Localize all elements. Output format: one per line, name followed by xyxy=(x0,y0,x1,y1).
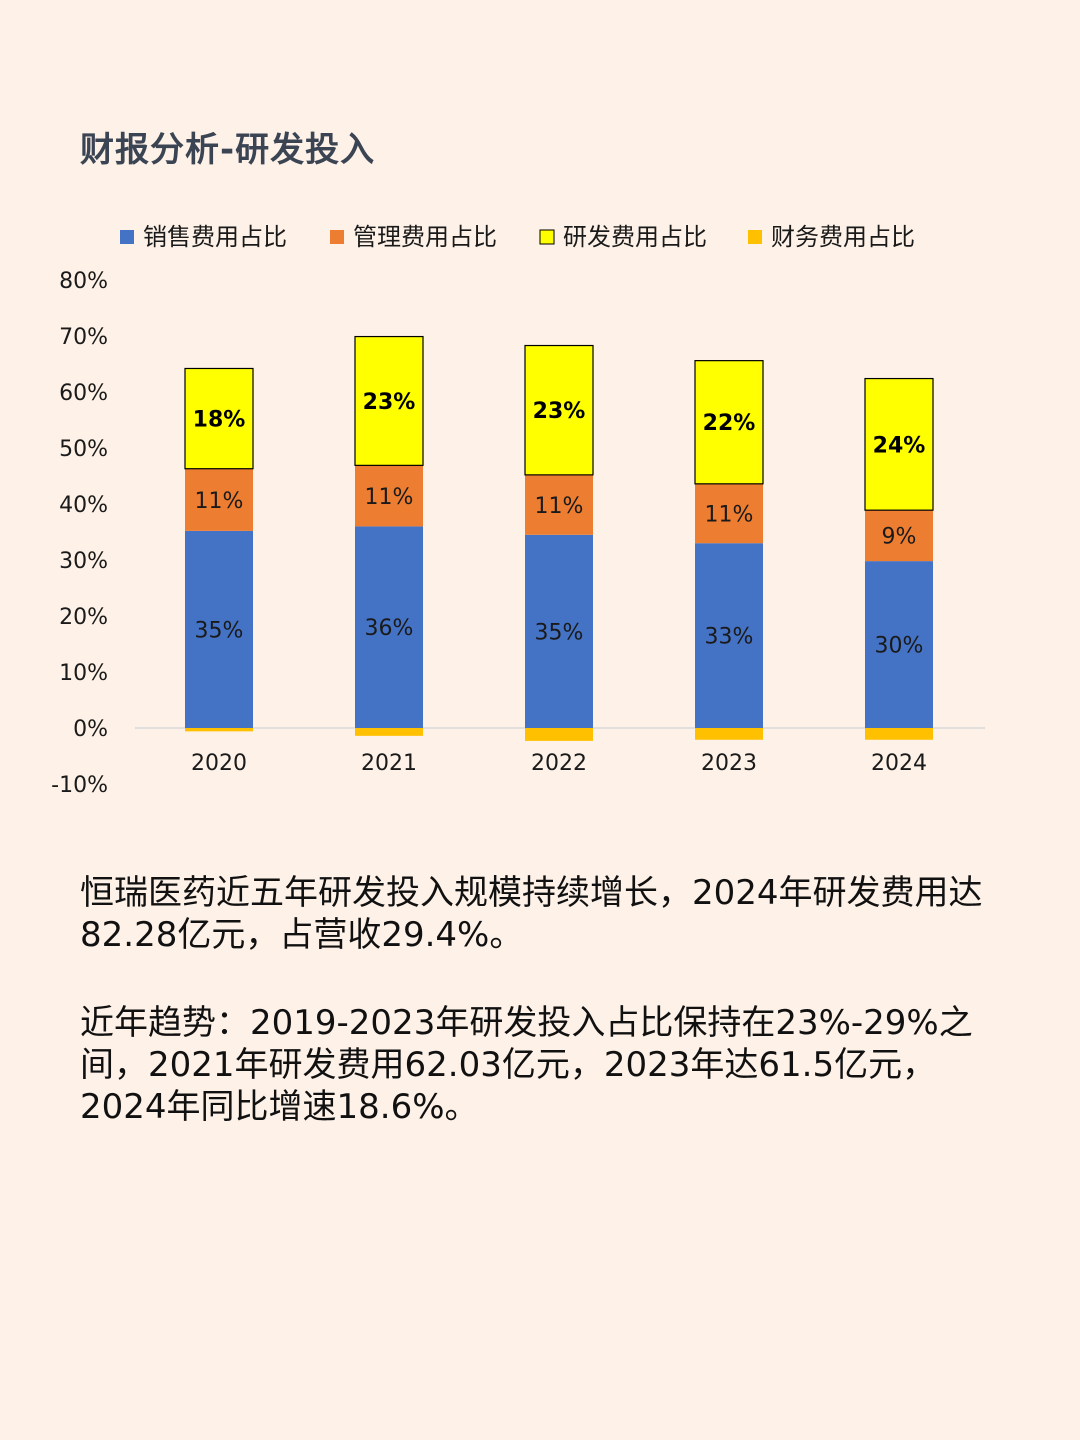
data-label: 35% xyxy=(195,618,244,643)
bar-3 xyxy=(864,377,934,511)
bar-4 xyxy=(525,728,593,741)
bar-2 xyxy=(865,510,933,562)
y-tick-label: 30% xyxy=(59,549,108,574)
data-label: 22% xyxy=(703,411,756,436)
x-tick-label: 2024 xyxy=(871,751,927,776)
y-tick-label: 70% xyxy=(59,325,108,350)
y-tick-label: 50% xyxy=(59,437,108,462)
bar-2 xyxy=(525,474,593,535)
legend-swatch xyxy=(330,230,344,244)
bar-2 xyxy=(185,468,253,531)
trend-paragraph: 近年趋势：2019-2023年研发投入占比保持在23%-29%之间，2021年研… xyxy=(80,1003,973,1127)
bar-4 xyxy=(695,728,763,740)
bar-3 xyxy=(184,367,254,470)
bar-1 xyxy=(865,561,933,728)
legend-swatch xyxy=(539,229,555,245)
legend-label: 管理费用占比 xyxy=(353,223,497,251)
summary-paragraph: 恒瑞医药近五年研发投入规模持续增长，2024年研发费用达82.28亿元，占营收2… xyxy=(80,873,983,955)
y-tick-label: 20% xyxy=(59,605,108,630)
y-tick-label: 60% xyxy=(59,381,108,406)
x-tick-label: 2021 xyxy=(361,751,417,776)
bar-1 xyxy=(695,543,763,728)
bar-2 xyxy=(355,465,423,527)
legend-label: 财务费用占比 xyxy=(771,223,915,251)
data-label: 18% xyxy=(193,408,246,433)
legend-label: 研发费用占比 xyxy=(563,223,707,251)
bar-2 xyxy=(695,483,763,544)
data-label: 23% xyxy=(363,390,416,415)
chart-svg: 80% 70% 60% 50% 40% 30% 20% 10% 0% -10% 35% 11% 18% 2… xyxy=(51,223,985,798)
data-label: 36% xyxy=(365,616,414,641)
bar-3 xyxy=(524,344,594,476)
y-tick-label: 0% xyxy=(73,717,108,742)
page-title: 财报分析-研发投入 xyxy=(80,130,376,170)
data-label: 11% xyxy=(365,485,414,510)
data-label: 11% xyxy=(195,489,244,514)
data-label: 9% xyxy=(882,525,917,550)
legend-swatch xyxy=(120,230,134,244)
x-tick-label: 2023 xyxy=(701,751,757,776)
bar-3 xyxy=(354,335,424,466)
bar-4 xyxy=(185,728,253,732)
data-label: 11% xyxy=(535,494,584,519)
x-tick-label: 2020 xyxy=(191,751,247,776)
bar-4 xyxy=(865,728,933,740)
bar-1 xyxy=(525,534,593,728)
bar-3 xyxy=(694,360,764,485)
y-tick-label: -10% xyxy=(51,773,108,798)
bar-1 xyxy=(355,526,423,728)
data-label: 33% xyxy=(705,625,754,650)
bar-1 xyxy=(185,530,253,728)
bar-4 xyxy=(355,728,423,736)
y-tick-label: 40% xyxy=(59,493,108,518)
legend-label: 销售费用占比 xyxy=(143,223,287,251)
data-label: 24% xyxy=(873,433,926,458)
data-label: 11% xyxy=(705,503,754,528)
y-tick-label: 80% xyxy=(59,269,108,294)
stacked-bar-chart: 80% 70% 60% 50% 40% 30% 20% 10% 0% -10% 35% 11% 18% 2… xyxy=(0,200,1080,820)
data-label: 23% xyxy=(533,399,586,424)
data-label: 35% xyxy=(535,620,584,645)
legend-swatch xyxy=(748,230,762,244)
x-tick-label: 2022 xyxy=(531,751,587,776)
data-label: 30% xyxy=(875,634,924,659)
y-tick-label: 10% xyxy=(59,661,108,686)
